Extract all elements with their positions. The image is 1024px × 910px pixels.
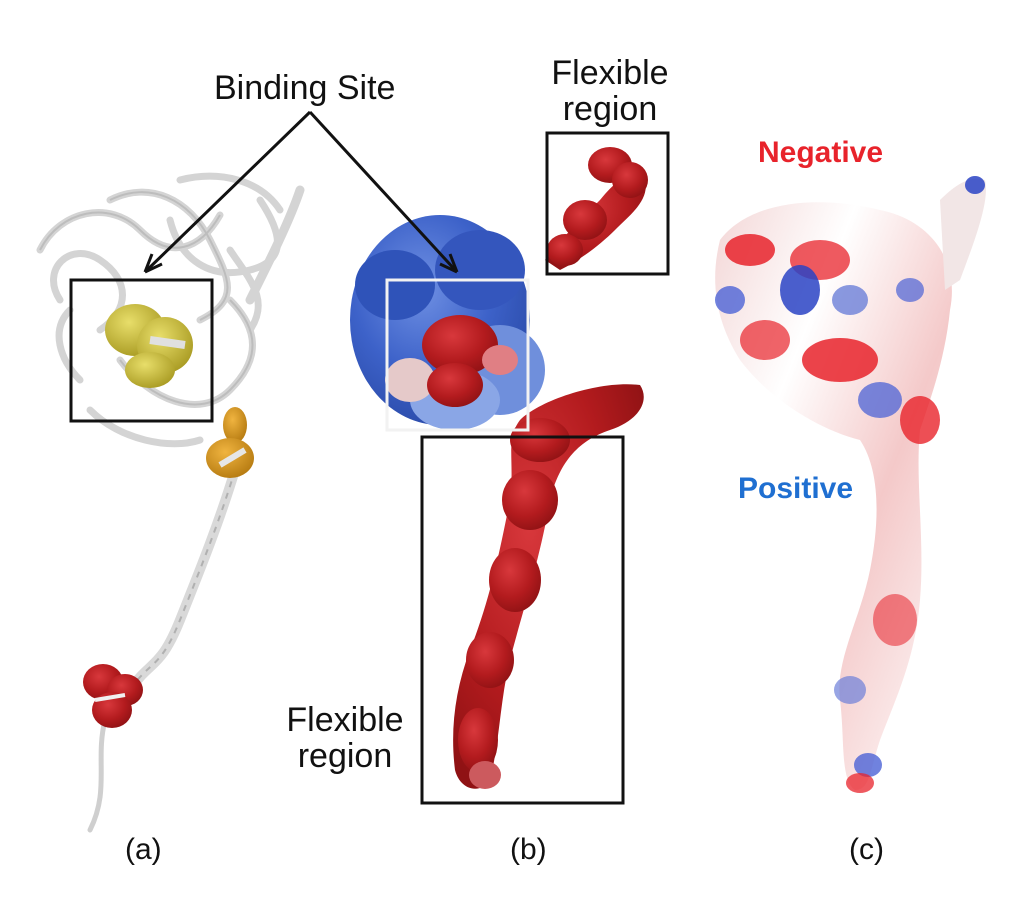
binding-site-label: Binding Site	[214, 69, 396, 107]
positive-label: Positive	[738, 472, 854, 505]
flexible-region-top-line1: Flexible	[551, 54, 669, 92]
panel-c-label: (c)	[849, 833, 884, 866]
middle-ligand	[206, 407, 254, 478]
binding-ligand	[105, 304, 193, 388]
arrowhead-b	[439, 253, 459, 274]
negative-label: Negative	[758, 136, 884, 169]
arrowhead-a	[143, 253, 163, 274]
arrow-to-panel-a	[143, 110, 312, 274]
panel-a-label: (a)	[125, 833, 162, 866]
flexible-region-bottom-line2: region	[297, 737, 393, 775]
binding-site-box-a	[69, 278, 214, 423]
terminal-ligand	[83, 664, 143, 728]
panel-b-label: (b)	[510, 833, 547, 866]
flexible-region-top-label: Flexible region	[548, 55, 672, 127]
flexible-region-bottom-line1: Flexible	[286, 701, 404, 739]
flexible-region-bottom-label: Flexible region	[280, 702, 410, 774]
panel-c-electrostatic	[715, 176, 986, 793]
flexible-region-box-bottom	[420, 435, 625, 805]
binding-site-arrows	[143, 110, 459, 274]
flexible-region-box-top	[545, 131, 670, 276]
panel-a-structure	[36, 172, 305, 833]
binding-site-box-b	[385, 278, 530, 432]
arrow-to-panel-b	[308, 110, 459, 274]
flexible-region-top-line2: region	[562, 90, 658, 128]
panel-b-surface	[350, 131, 670, 805]
